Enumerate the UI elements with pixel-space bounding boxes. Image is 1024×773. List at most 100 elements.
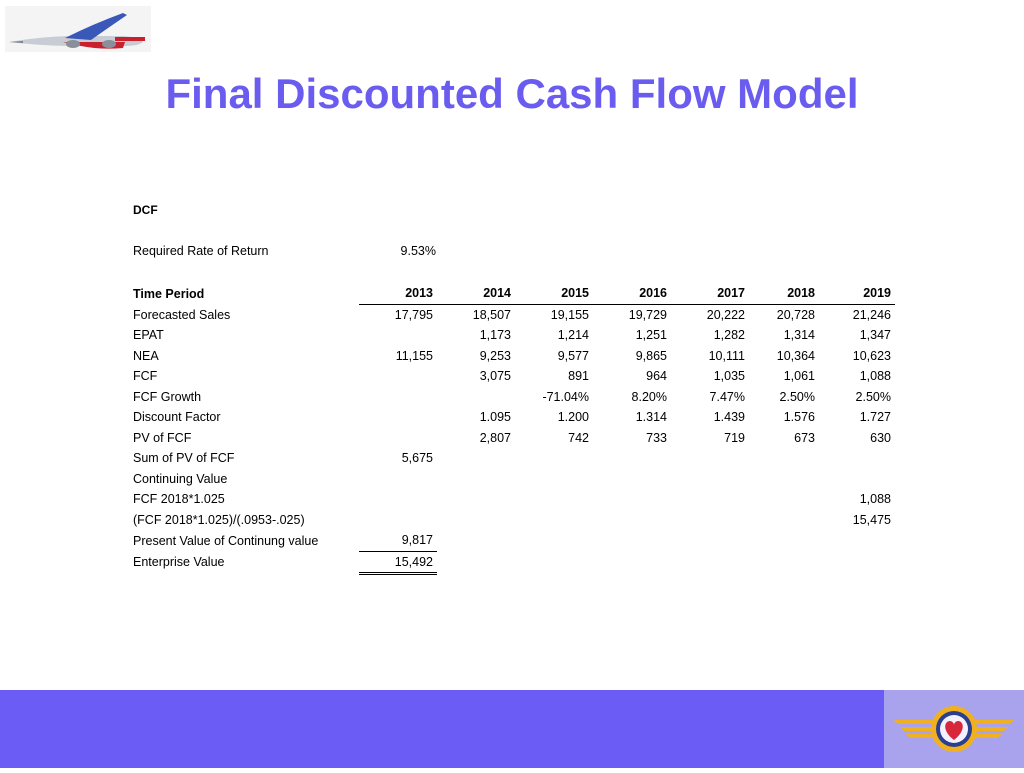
table-cell <box>593 551 671 574</box>
table-cell <box>671 510 749 531</box>
year-header: 2019 <box>819 283 895 305</box>
table-cell: 20,728 <box>776 307 815 322</box>
table-cell: 1,088 <box>859 492 891 507</box>
table-cell: 15,492 <box>359 551 437 575</box>
table-cell: 630 <box>870 430 891 445</box>
table-cell <box>359 407 437 428</box>
table-cell <box>515 489 593 510</box>
table-cell <box>671 469 749 490</box>
table-cell <box>749 510 819 531</box>
table-cell: 1,088 <box>859 369 891 384</box>
table-cell <box>515 510 593 531</box>
year-header: 2013 <box>359 283 437 305</box>
year-header: 2018 <box>749 283 819 305</box>
table-cell <box>671 448 749 469</box>
table-cell: 8.20% <box>631 389 667 404</box>
table-row: FCF 2018*1.025 1,088 <box>130 489 902 510</box>
table-cell <box>437 530 515 551</box>
table-cell: 19,155 <box>550 307 589 322</box>
table-cell: 1.200 <box>557 410 589 425</box>
table-cell <box>819 448 895 469</box>
table-cell <box>819 530 895 551</box>
table-row: Present Value of Continung value 9,817 <box>130 530 902 552</box>
table-cell <box>749 448 819 469</box>
table-cell <box>671 489 749 510</box>
table-row: Sum of PV of FCF 5,675 <box>130 448 902 469</box>
table-cell <box>749 469 819 490</box>
table-cell <box>749 530 819 551</box>
table-cell <box>515 551 593 574</box>
table-cell <box>671 530 749 551</box>
table-row: Continuing Value <box>130 469 902 490</box>
table-row: FCF 3,075 891 964 1,035 1,061 1,088 <box>130 366 902 387</box>
table-cell: 9,817 <box>359 530 437 552</box>
table-cell <box>749 551 819 574</box>
table-cell: 18,507 <box>472 307 511 322</box>
row-label: FCF Growth <box>133 389 202 404</box>
row-label: Discount Factor <box>133 410 221 425</box>
table-cell: 1,282 <box>713 328 745 343</box>
table-cell: 2,807 <box>479 430 511 445</box>
year-header: 2015 <box>515 283 593 305</box>
table-cell <box>437 489 515 510</box>
table-cell <box>359 428 437 449</box>
table-cell <box>593 469 671 490</box>
required-rate-value: 9.53% <box>400 244 436 258</box>
table-cell: 1.314 <box>635 410 667 425</box>
row-label: Present Value of Continung value <box>133 533 319 548</box>
row-label: Forecasted Sales <box>133 307 231 322</box>
table-cell: 1.439 <box>713 410 745 425</box>
table-cell: 21,246 <box>852 307 891 322</box>
table-cell: 891 <box>568 369 589 384</box>
table-cell: 673 <box>794 430 815 445</box>
table-cell <box>819 551 895 574</box>
required-rate-label: Required Rate of Return <box>133 244 269 258</box>
table-cell: 1,347 <box>859 328 891 343</box>
table-cell <box>671 551 749 574</box>
dcf-table: Time Period 2013 2014 2015 2016 2017 2018 2019 F… <box>130 283 902 575</box>
table-cell <box>749 489 819 510</box>
table-row: Discount Factor 1.095 1.200 1.314 1.439 1.576… <box>130 407 902 428</box>
table-cell <box>593 530 671 551</box>
table-cell: 1.095 <box>479 410 511 425</box>
footer-bar <box>0 690 1024 768</box>
table-cell: 9,577 <box>557 348 589 363</box>
table-row: Forecasted Sales 17,795 18,507 19,155 19,729… <box>130 304 902 325</box>
table-cell: 20,222 <box>706 307 745 322</box>
table-cell: 10,111 <box>708 348 745 363</box>
row-label: FCF 2018*1.025 <box>133 492 225 507</box>
table-cell: 15,475 <box>852 512 891 527</box>
page-title: Final Discounted Cash Flow Model <box>165 70 859 117</box>
table-cell: -71.04% <box>542 389 589 404</box>
table-cell <box>593 489 671 510</box>
table-cell <box>515 469 593 490</box>
section-label: DCF <box>133 203 158 217</box>
table-row: PV of FCF 2,807 742 733 719 673 630 <box>130 428 902 449</box>
table-row: FCF Growth -71.04% 8.20% 7.47% 2.50% 2.50% <box>130 387 902 408</box>
table-cell <box>359 387 437 408</box>
table-header-row: Time Period 2013 2014 2015 2016 2017 2018 2019 <box>130 283 902 305</box>
table-cell <box>437 469 515 490</box>
table-cell: 1.576 <box>783 410 815 425</box>
table-cell: 964 <box>646 369 667 384</box>
row-label: NEA <box>133 348 159 363</box>
row-label: Sum of PV of FCF <box>133 451 235 466</box>
table-cell: 2.50% <box>779 389 815 404</box>
table-cell: 1.727 <box>859 410 891 425</box>
row-label: FCF <box>133 369 158 384</box>
table-cell: 3,075 <box>479 369 511 384</box>
table-cell: 1,251 <box>635 328 667 343</box>
table-row: (FCF 2018*1.025)/(.0953-.025) 15,475 <box>130 510 902 531</box>
table-cell <box>819 469 895 490</box>
table-cell: 9,865 <box>635 348 667 363</box>
table-cell: 5,675 <box>401 451 433 466</box>
table-cell <box>593 510 671 531</box>
table-cell: 10,364 <box>776 348 815 363</box>
year-header: 2016 <box>593 283 671 305</box>
table-cell <box>515 448 593 469</box>
table-cell <box>359 489 437 510</box>
row-label: Enterprise Value <box>133 555 225 570</box>
table-cell <box>359 325 437 346</box>
row-label: Continuing Value <box>133 471 228 486</box>
table-cell: 10,623 <box>852 348 891 363</box>
